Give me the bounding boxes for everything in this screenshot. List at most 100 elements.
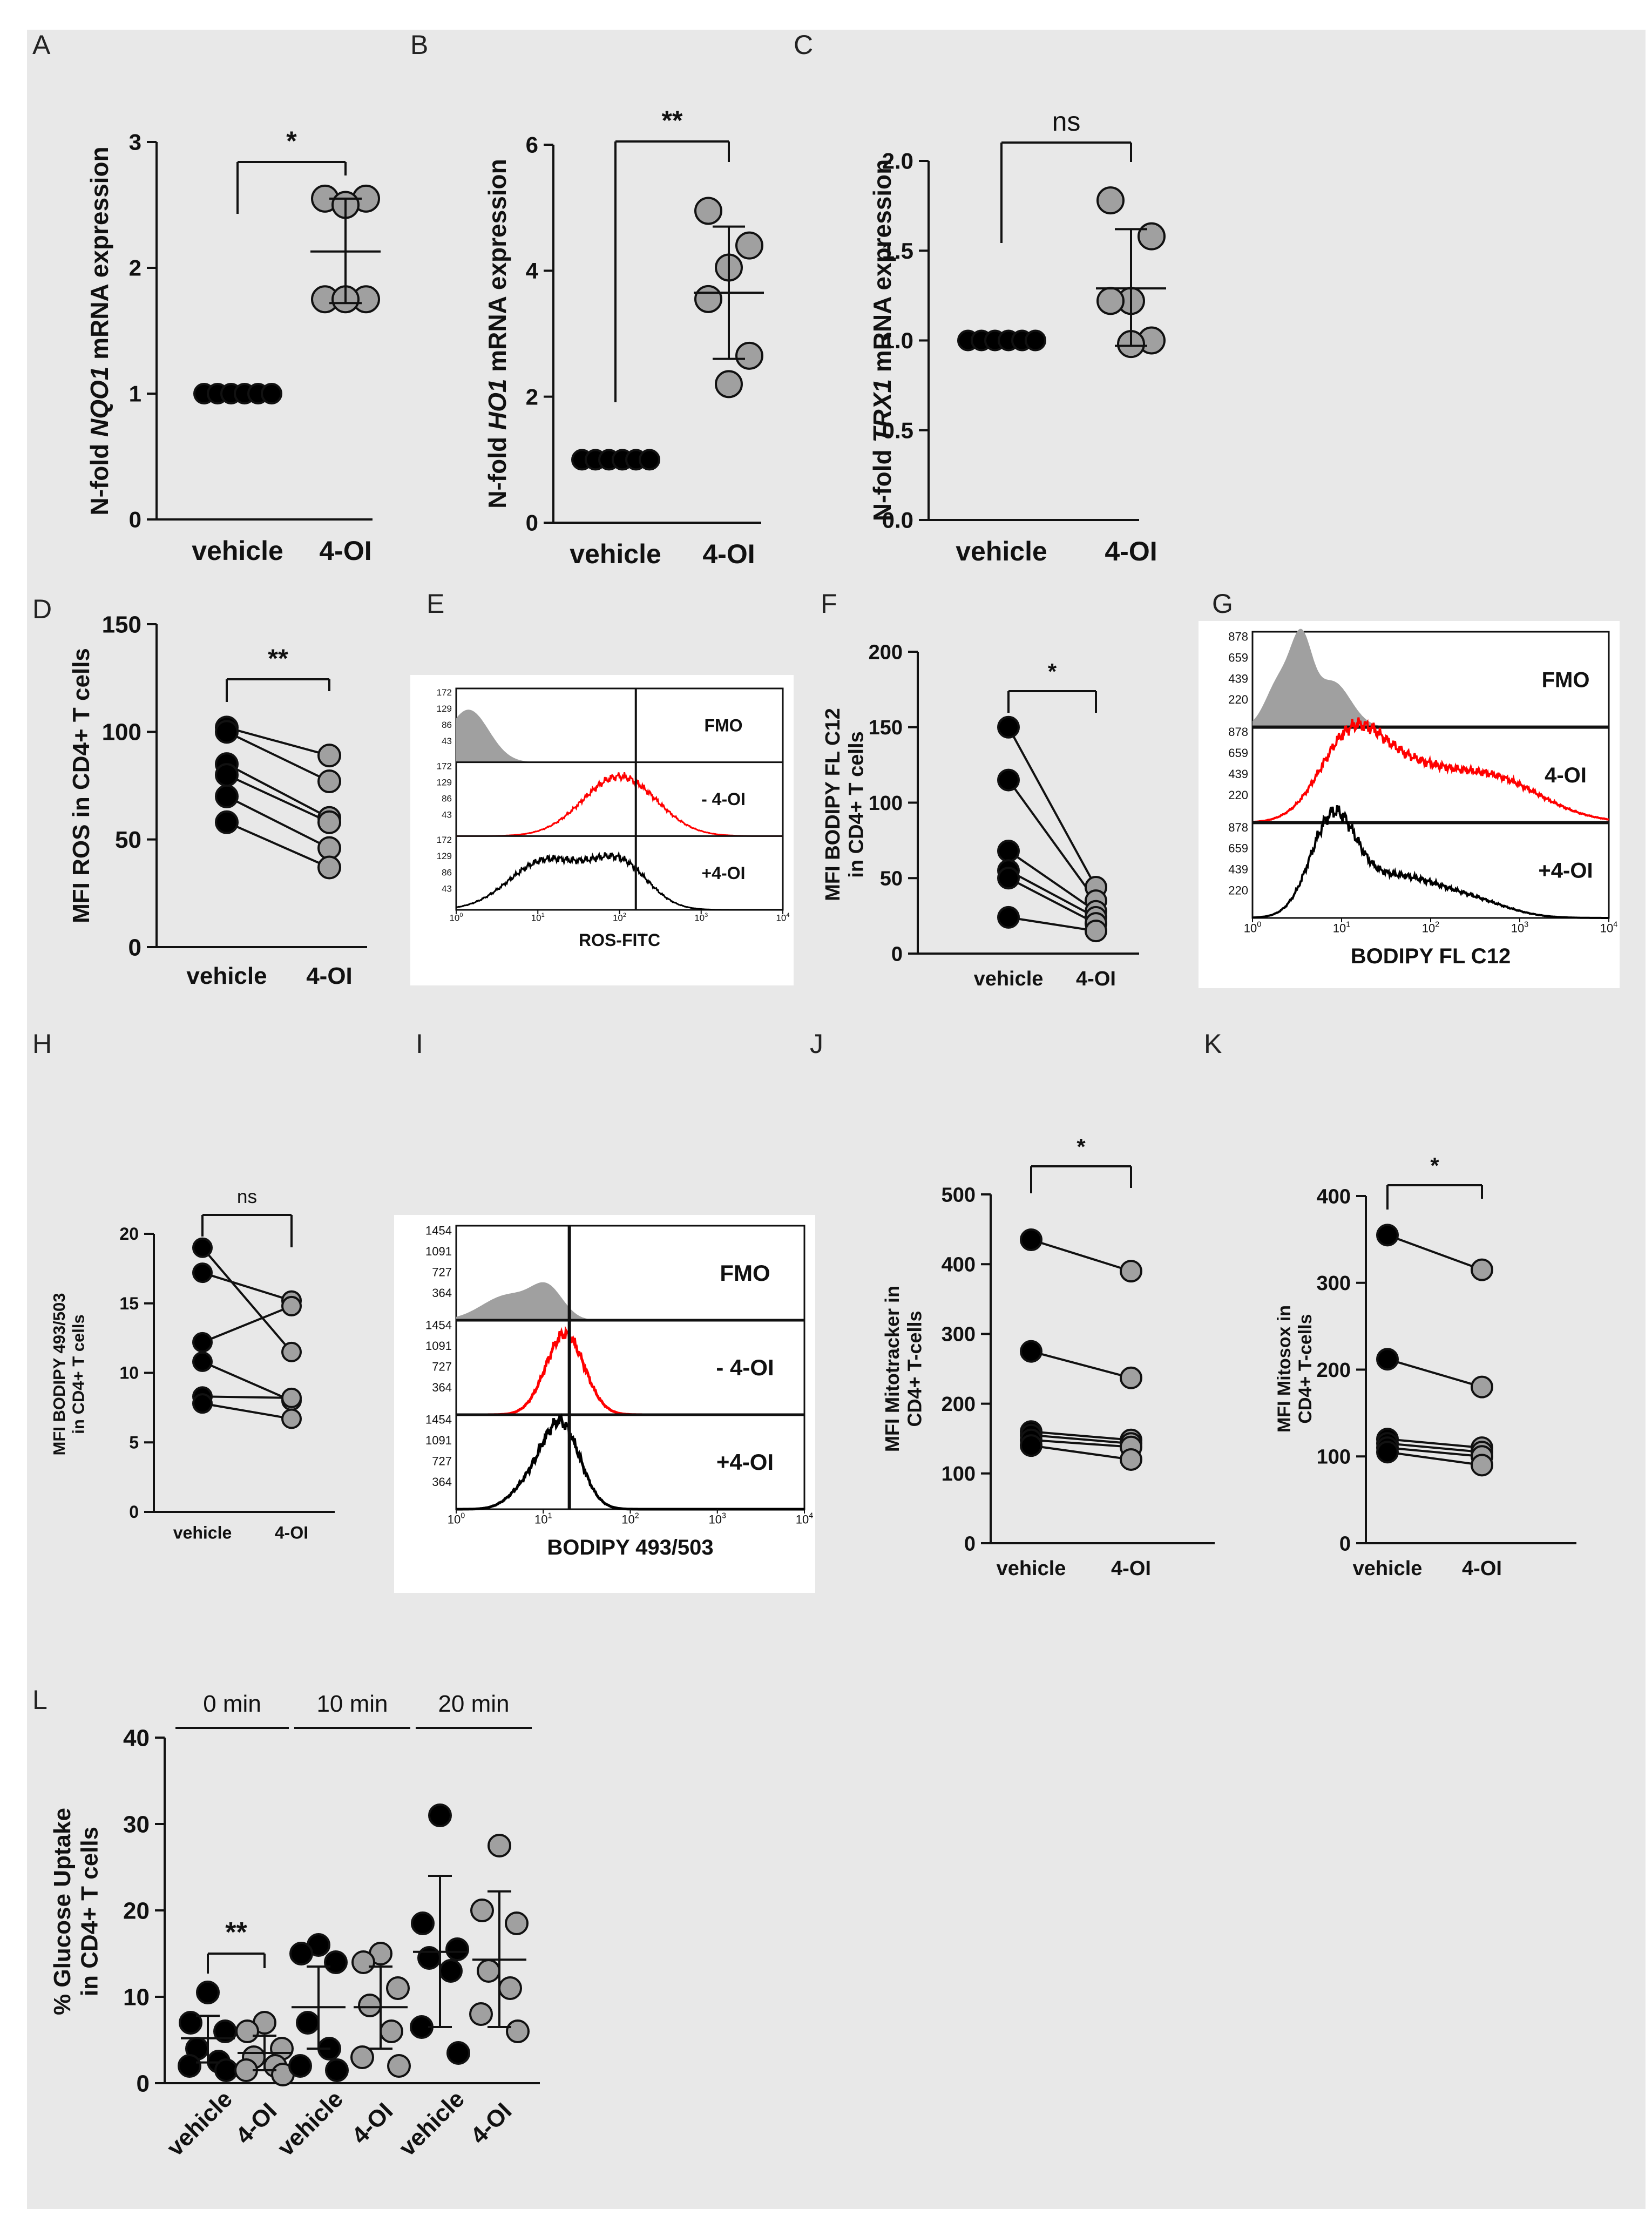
histogram-y-tick: 364 (432, 1381, 452, 1394)
pair-line (1031, 1434, 1132, 1445)
glucose-point (488, 1834, 511, 1857)
histogram-panel-bg (1199, 621, 1620, 988)
vehicle-point (215, 720, 239, 744)
histogram-y-tick: 1091 (425, 1434, 452, 1447)
vehicle-point (639, 449, 660, 471)
histogram-y-tick: 878 (1228, 725, 1248, 739)
histogram-x-tick: 102 (1422, 921, 1439, 935)
y-tick-label: 10 (123, 1984, 150, 2010)
x-tick-exponent: 2 (623, 912, 626, 918)
pair-line (226, 774, 330, 823)
histogram-row-label: FMO (704, 716, 742, 735)
histogram-x-tick: 100 (449, 912, 463, 923)
x-category-label: vehicle (173, 1523, 232, 1543)
treated-point (281, 1341, 302, 1362)
pair-line (201, 1247, 293, 1353)
y-tick-label: 50 (880, 868, 903, 890)
histogram-y-tick: 86 (442, 794, 452, 804)
histogram-y-tick: 220 (1228, 693, 1248, 706)
treated-point (281, 1387, 302, 1408)
x-tick-exponent: 4 (1613, 921, 1617, 929)
histogram-curve (1252, 629, 1609, 727)
y-tick-label: 400 (1317, 1185, 1351, 1208)
glucose-point (350, 2045, 374, 2069)
x-category-label: vehicle (1353, 1557, 1423, 1580)
histogram-x-tick: 104 (1600, 921, 1617, 935)
x-category-label: vehicle (192, 536, 283, 566)
vehicle-point (1376, 1224, 1399, 1247)
y-tick-label: 2 (526, 384, 538, 409)
pair-line (1008, 869, 1096, 918)
x-category-label: 4-OI (275, 1523, 308, 1543)
x-tick-base: 10 (1333, 921, 1346, 935)
x-tick-exponent: 4 (809, 1512, 813, 1521)
x-category-label: vehicle (394, 2086, 470, 2161)
histogram-y-tick: 1454 (425, 1224, 452, 1237)
y-tick-label: 1.5 (882, 238, 913, 264)
histogram-row-label: +4-OI (702, 863, 746, 883)
x-tick-exponent: 0 (459, 912, 463, 918)
pair-line (1387, 1234, 1482, 1271)
y-axis-label: N-fold HO1 mRNA expression (483, 159, 511, 509)
pair-line (1008, 916, 1096, 933)
treated-point (694, 197, 722, 225)
x-tick-base: 10 (1422, 921, 1435, 935)
significance-label: ** (268, 644, 288, 673)
x-category-label: vehicle (997, 1557, 1066, 1580)
histogram-curve (456, 1282, 804, 1320)
histogram-y-tick: 439 (1228, 672, 1248, 685)
x-category-label: vehicle (162, 2086, 238, 2161)
histogram-y-tick: 727 (432, 1360, 452, 1373)
vehicle-point (1025, 329, 1046, 352)
glucose-point (470, 1899, 494, 1922)
vehicle-point (997, 715, 1020, 739)
pair-line (1031, 1438, 1132, 1448)
panel-letter-J: J (810, 1029, 823, 1059)
y-tick-label: 0 (1339, 1532, 1351, 1555)
pair-line (226, 821, 330, 869)
pair-line (1007, 726, 1097, 888)
histogram-y-tick: 727 (432, 1265, 452, 1279)
y-tick-label: 300 (1317, 1272, 1351, 1295)
y-tick-label: 500 (942, 1184, 976, 1206)
pair-line (1031, 1350, 1132, 1379)
histogram-y-tick: 172 (437, 835, 452, 845)
treated-point (735, 231, 763, 260)
panel-letter-K: K (1204, 1029, 1222, 1059)
x-category-label: vehicle (974, 968, 1044, 990)
y-tick-label: 100 (1317, 1446, 1351, 1469)
pair-line (202, 1402, 292, 1420)
treated-point (1120, 1260, 1142, 1283)
timepoint-label: 20 min (438, 1691, 509, 1717)
y-tick-label: 5 (129, 1433, 139, 1452)
pair-line (226, 726, 330, 757)
histogram-y-tick: 1091 (425, 1245, 452, 1258)
panel-letter-I: I (416, 1029, 423, 1059)
y-tick-label: 10 (119, 1363, 139, 1383)
timepoint-label: 0 min (203, 1691, 261, 1717)
y-tick-label: 3 (129, 130, 141, 155)
vehicle-point (192, 1351, 213, 1372)
histogram-x-tick: 101 (1333, 921, 1350, 935)
histogram-x-tick: 103 (709, 1512, 726, 1526)
treated-point (281, 1408, 302, 1429)
y-tick-label: 40 (123, 1725, 150, 1751)
pair-line (1387, 1442, 1482, 1454)
pair-line (1031, 1430, 1132, 1441)
y-tick-label: 50 (115, 827, 141, 853)
x-tick-base: 10 (531, 913, 541, 923)
treated-point (1096, 287, 1125, 315)
x-tick-base: 10 (796, 1512, 809, 1526)
histogram-y-tick: 878 (1228, 630, 1248, 644)
y-axis-label-gene: TRX1 (868, 379, 896, 443)
x-category-label: 4-OI (1111, 1557, 1151, 1580)
glucose-point (324, 1950, 348, 1974)
vehicle-point (192, 1393, 213, 1414)
histogram-curve (456, 850, 783, 911)
pair-line (202, 1361, 292, 1402)
x-tick-base: 10 (1511, 921, 1524, 935)
x-tick-exponent: 1 (541, 912, 545, 918)
histogram-y-tick: 659 (1228, 746, 1248, 760)
vehicle-point (192, 1237, 213, 1258)
